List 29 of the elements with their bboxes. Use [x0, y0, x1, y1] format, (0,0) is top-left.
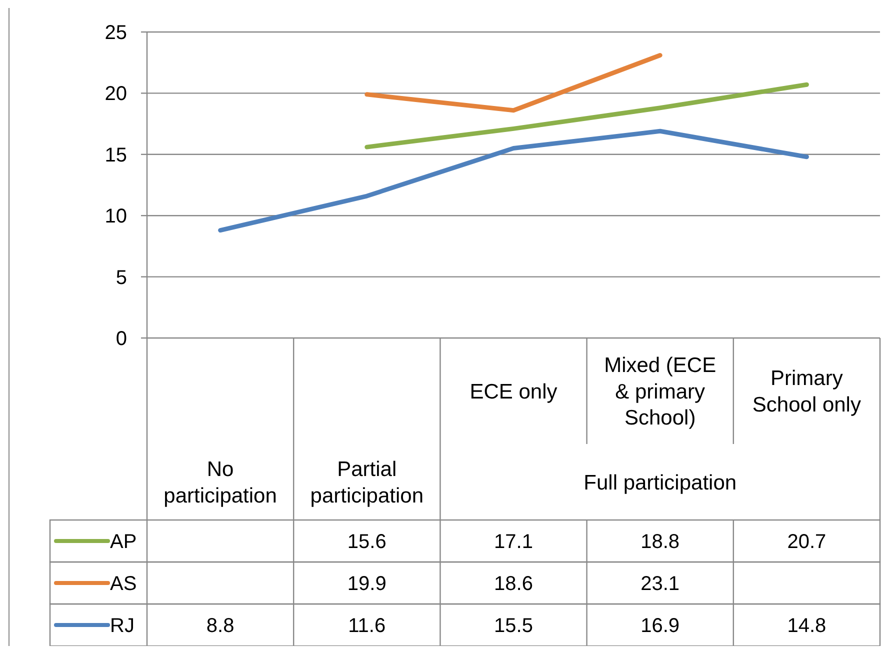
- legend-label: RJ: [110, 615, 134, 637]
- y-tick-label: 0: [116, 328, 127, 350]
- data-label: 16.9: [640, 615, 680, 637]
- data-label: 11.6: [348, 615, 386, 637]
- y-tick-label: 10: [104, 206, 127, 228]
- data-label: 23.1: [640, 573, 680, 595]
- data-label: 20.7: [787, 531, 826, 553]
- data-label: 15.5: [494, 615, 533, 637]
- data-label: 17.1: [494, 531, 533, 553]
- x-tick-label: Primary School only: [752, 367, 862, 416]
- data-label: 18.8: [640, 531, 680, 553]
- data-label: 18.6: [494, 573, 533, 595]
- y-tick-label: 25: [104, 22, 127, 44]
- text: Full participation: [584, 471, 737, 494]
- y-tick-label: 15: [104, 144, 127, 166]
- legend-label: AP: [110, 531, 137, 553]
- line-series: [218, 128, 809, 233]
- line-series: [364, 82, 809, 150]
- x-tick-label: Partial participation: [310, 458, 424, 508]
- data-label: 19.9: [347, 573, 386, 595]
- data-label: 15.6: [347, 531, 386, 553]
- y-tick-label: 20: [104, 83, 127, 106]
- data-label: 14.8: [787, 615, 826, 637]
- x-tick-label: Mixed (ECE & primary School): [604, 354, 716, 430]
- x-tick-label: ECE only: [470, 380, 558, 404]
- x-tick-label: No participation: [164, 458, 277, 508]
- data-label: 8.8: [206, 615, 234, 637]
- y-tick-label: 5: [116, 266, 127, 289]
- legend-label: AS: [110, 573, 137, 595]
